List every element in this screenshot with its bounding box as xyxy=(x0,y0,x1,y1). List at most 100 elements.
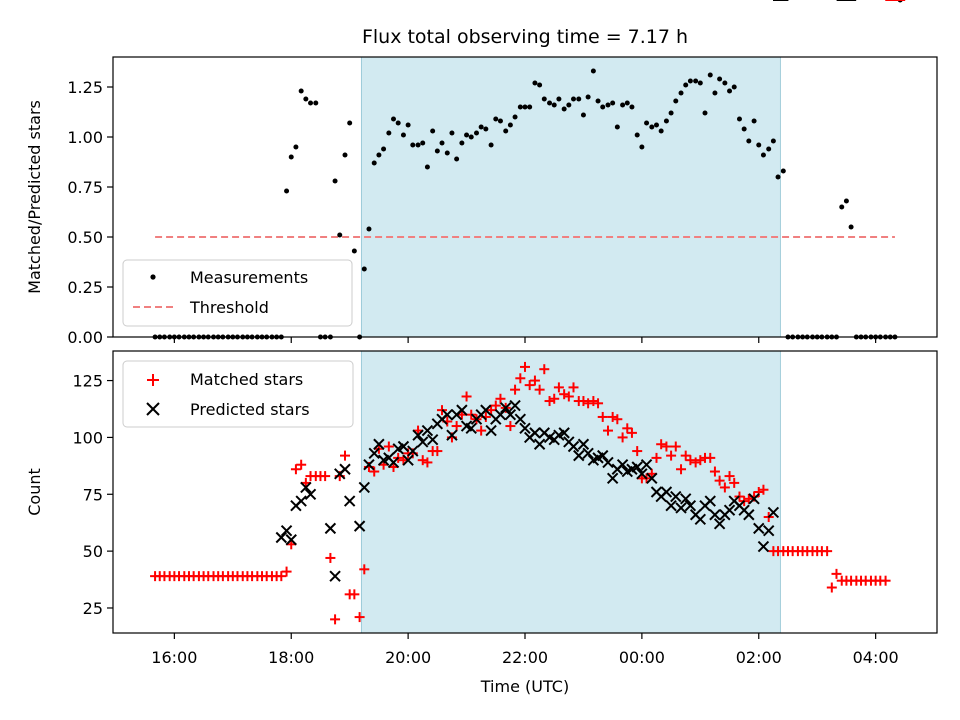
legend-measurements-label: Measurements xyxy=(190,268,308,287)
measurement-point xyxy=(541,96,547,102)
measurement-point xyxy=(766,146,772,152)
predicted-star-point xyxy=(723,504,736,516)
legend-predicted-label: Predicted stars xyxy=(190,400,310,419)
predicted-star-point xyxy=(675,502,687,514)
measurement-point xyxy=(395,120,401,126)
top-y-tick-label: 1.25 xyxy=(67,78,103,97)
predicted-star-point xyxy=(767,506,780,519)
predicted-star-point xyxy=(762,524,775,537)
measurement-point xyxy=(731,84,737,90)
matched-star-point xyxy=(330,614,341,625)
predicted-star-point xyxy=(533,438,546,450)
measurement-point xyxy=(576,96,582,102)
matched-star-point xyxy=(383,441,394,452)
predicted-star-point xyxy=(358,481,370,494)
measurement-point xyxy=(337,232,343,238)
top-y-ticks: 0.00 0.25 0.50 0.75 1.00 1.25 xyxy=(67,78,113,347)
predicted-star-point xyxy=(329,570,341,582)
predicted-star-point xyxy=(509,399,521,412)
x-axis-label: Time (UTC) xyxy=(480,677,569,696)
measurement-point xyxy=(517,104,523,110)
measurement-point xyxy=(444,150,450,156)
measurement-point xyxy=(371,160,377,166)
measurement-point xyxy=(595,98,601,104)
predicted-star-point xyxy=(480,404,492,416)
matched-star-point xyxy=(661,441,672,452)
matched-star-point xyxy=(539,364,550,375)
matched-star-point xyxy=(602,425,613,436)
measurement-point xyxy=(683,82,689,88)
matched-star-point xyxy=(743,493,754,504)
matched-star-point xyxy=(709,466,720,477)
predicted-star-point xyxy=(567,440,580,453)
x-tick-label: 02:00 xyxy=(736,648,782,667)
top-y-tick-label: 0.25 xyxy=(67,278,103,297)
predicted-star-point xyxy=(368,447,380,460)
matched-star-point xyxy=(432,446,443,457)
x-tick-label: 18:00 xyxy=(268,648,314,667)
predicted-star-point xyxy=(504,408,517,421)
matched-star-point xyxy=(544,396,555,407)
matched-star-point xyxy=(476,425,487,436)
measurement-point xyxy=(610,100,616,106)
predicted-star-point xyxy=(577,438,590,450)
measurement-point xyxy=(488,142,494,148)
measurement-point xyxy=(751,118,757,124)
predicted-star-points xyxy=(275,0,857,582)
predicted-star-point xyxy=(665,499,677,512)
matched-star-point xyxy=(617,432,628,443)
predicted-star-point xyxy=(285,534,297,546)
matched-star-point xyxy=(822,546,833,557)
measurement-point xyxy=(288,154,294,160)
measurement-point xyxy=(673,98,679,104)
predicted-star-point xyxy=(616,459,629,471)
measurement-point xyxy=(756,142,762,148)
matched-star-point xyxy=(490,400,501,411)
matched-star-point xyxy=(597,411,608,422)
matched-star-point xyxy=(622,423,633,434)
matched-star-point xyxy=(724,471,735,482)
predicted-star-point xyxy=(426,433,439,446)
predicted-star-point xyxy=(446,429,458,441)
predicted-star-point xyxy=(631,461,643,473)
legend-matched-label: Matched stars xyxy=(190,370,303,389)
predicted-star-point xyxy=(753,522,765,535)
predicted-star-point xyxy=(300,481,312,494)
x-tick-label: 16:00 xyxy=(151,648,197,667)
predicted-star-point xyxy=(295,495,307,507)
matched-star-point xyxy=(729,477,740,488)
matched-star-point xyxy=(632,446,643,457)
measurement-point xyxy=(313,100,319,106)
measurement-point xyxy=(566,102,572,108)
measurement-point xyxy=(839,204,845,210)
predicted-star-point xyxy=(597,449,609,462)
measurement-point xyxy=(430,128,436,134)
bottom-y-tick-label: 100 xyxy=(72,428,103,447)
measurement-point xyxy=(293,144,299,150)
measurement-point xyxy=(478,124,484,130)
matched-star-point xyxy=(593,398,604,409)
measurement-point xyxy=(712,90,718,96)
predicted-star-point xyxy=(709,509,721,521)
matched-star-point xyxy=(826,582,837,593)
bottom-y-tick-label: 125 xyxy=(72,372,103,391)
matched-star-point xyxy=(296,459,307,470)
measurement-point xyxy=(537,82,543,88)
bottom-y-tick-label: 50 xyxy=(83,542,103,561)
legend-threshold-label: Threshold xyxy=(189,298,269,317)
predicted-star-point xyxy=(713,518,726,530)
measurement-point xyxy=(527,104,533,110)
predicted-star-point xyxy=(757,540,770,553)
measurement-point xyxy=(727,88,733,94)
measurement-point xyxy=(717,76,723,82)
matched-star-point xyxy=(340,450,351,461)
measurement-point xyxy=(561,106,567,112)
measurement-point xyxy=(532,80,538,86)
predicted-star-point xyxy=(743,509,755,521)
measurement-point xyxy=(580,112,586,118)
predicted-star-point xyxy=(280,524,293,537)
measurement-point xyxy=(702,110,708,116)
matched-star-point xyxy=(422,457,433,468)
matched-star-point xyxy=(685,455,696,466)
